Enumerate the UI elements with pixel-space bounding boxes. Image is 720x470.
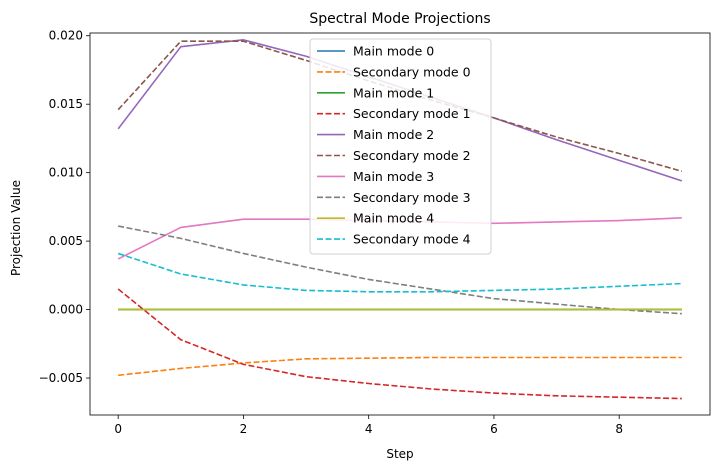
legend-label: Main mode 3 <box>353 169 434 184</box>
x-tick-label: 6 <box>490 422 498 436</box>
legend-label: Main mode 1 <box>353 85 434 100</box>
series-line-7 <box>118 225 682 315</box>
legend: Main mode 0 Secondary mode 0 Main mode 1 Se… <box>309 38 492 255</box>
y-tick-label: −0.005 <box>39 371 83 385</box>
legend-label: Secondary mode 2 <box>353 148 471 163</box>
series-line-3 <box>117 288 682 400</box>
y-tick-label: 0.000 <box>49 303 83 317</box>
x-axis-label: Step <box>386 447 413 461</box>
series-line-1 <box>118 356 682 377</box>
legend-label: Secondary mode 1 <box>353 106 471 121</box>
legend-box <box>309 38 492 255</box>
y-tick-label: 0.010 <box>49 166 83 180</box>
y-tick-label: 0.020 <box>49 29 83 43</box>
x-tick-label: 4 <box>365 422 373 436</box>
y-axis: −0.005 0.000 0.005 0.010 0.015 0.020 <box>39 29 90 385</box>
legend-label: Main mode 4 <box>353 211 434 226</box>
y-axis-label: Projection Value <box>9 180 23 276</box>
x-tick-label: 8 <box>615 422 623 436</box>
y-tick-label: 0.015 <box>49 97 83 111</box>
legend-label: Secondary mode 3 <box>353 190 471 205</box>
chart-title: Spectral Mode Projections <box>309 11 490 27</box>
legend-label: Secondary mode 4 <box>353 232 471 247</box>
y-tick-label: 0.005 <box>49 234 83 248</box>
x-axis: 0 2 4 6 8 <box>114 415 623 436</box>
legend-label: Main mode 0 <box>353 44 434 59</box>
series-line-9 <box>117 252 682 293</box>
x-tick-label: 0 <box>114 422 122 436</box>
legend-label: Secondary mode 0 <box>353 64 471 79</box>
x-tick-label: 2 <box>240 422 248 436</box>
legend-label: Main mode 2 <box>353 127 434 142</box>
plot-frame <box>89 32 711 416</box>
